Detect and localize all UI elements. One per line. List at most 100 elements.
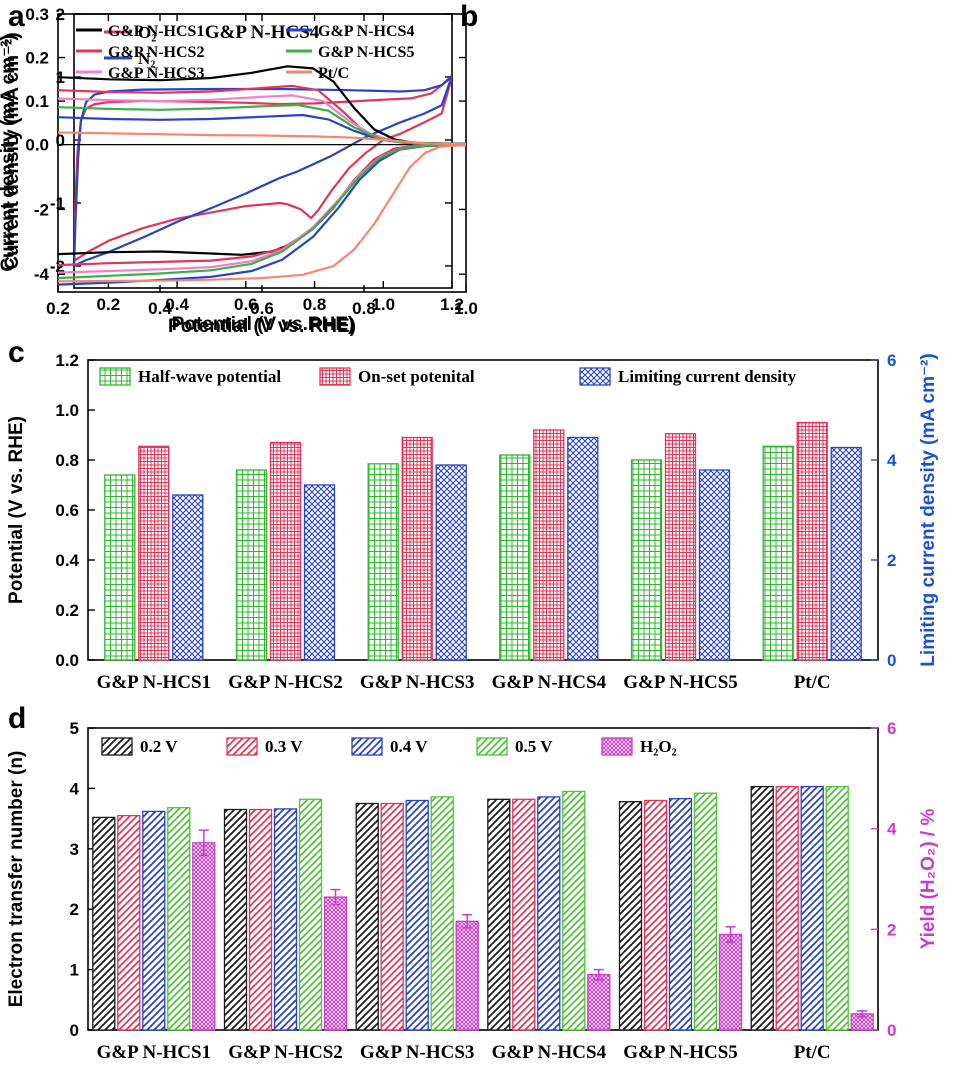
y-axis-title: Current density (mA cm⁻²)	[2, 32, 23, 269]
panel-d-axes: 0 1 2 3 4 5 0 2 4 6	[70, 719, 897, 1040]
left-tick-label: 0.4	[55, 551, 79, 570]
bar-Limiting current density-G&P N-HCS1	[172, 494, 204, 661]
legend-label: Half-wave potential	[138, 367, 281, 386]
bar-On-set potenital-G&P N-HCS1	[138, 445, 170, 661]
bar-0.2 V-G&P N-HCS3	[355, 802, 379, 1031]
panel-c-bars	[104, 421, 862, 661]
left-tick-label: 0	[70, 1021, 79, 1040]
series-curve-N₂	[74, 74, 452, 267]
category-label: Pt/C	[794, 672, 831, 693]
category-label: G&P N-HCS1	[97, 672, 212, 693]
bar-Limiting current density-Pt/C	[830, 446, 862, 661]
right-tick-label: 4	[887, 451, 897, 470]
bar-0.3 V-G&P N-HCS3	[380, 802, 404, 1031]
legend-swatch	[579, 367, 611, 386]
series-curve-G&P N-HCS2	[58, 143, 466, 267]
right-tick-label: 0	[887, 1021, 896, 1040]
category-label: G&P N-HCS5	[623, 1042, 738, 1063]
left-tick-label: 1.2	[55, 351, 79, 370]
legend-label: N₂	[138, 49, 155, 68]
bar-0.4 V-G&P N-HCS4	[537, 796, 561, 1031]
left-tick-label: 0.8	[55, 451, 79, 470]
panel-c-axes: 0.0 0.2 0.4 0.6 0.8 1.0 1.2 0 2 4 6	[55, 351, 897, 670]
bar-Half-wave potential-G&P N-HCS1	[104, 474, 136, 661]
y-tick-label: 0.3	[25, 5, 49, 24]
bar-On-set potenital-Pt/C	[796, 421, 828, 661]
category-label: Pt/C	[794, 1042, 831, 1063]
bar-On-set potenital-G&P N-HCS3	[401, 436, 433, 661]
bar-0.5 V-G&P N-HCS5	[693, 792, 718, 1031]
bar-On-set potenital-G&P N-HCS2	[269, 441, 302, 661]
legend-label: H₂O₂	[640, 737, 677, 756]
right-tick-label: 0	[887, 651, 896, 670]
bar-H₂O₂-G&P N-HCS2	[323, 896, 348, 1031]
right-axis-title: Limiting current density (mA cm⁻²)	[918, 353, 939, 666]
bar-0.5 V-G&P N-HCS1	[167, 807, 191, 1031]
panel-c-chart: 0.0 0.2 0.4 0.6 0.8 1.0 1.2 0 2 4 6 Potential (V vs…	[6, 351, 939, 693]
series-curve-G&P N-HCS5	[58, 103, 466, 146]
legend-label: 0.3 V	[265, 737, 303, 756]
x-tick-label: 1.2	[440, 295, 464, 314]
bar-0.5 V-G&P N-HCS4	[562, 790, 586, 1031]
legend-swatch	[101, 737, 133, 756]
bar-Limiting current density-G&P N-HCS3	[435, 464, 467, 661]
right-axis-title: Yield (H₂O₂) / %	[918, 809, 939, 950]
series-curve-G&P N-HCS4	[58, 113, 466, 146]
bar-0.3 V-Pt/C	[775, 785, 799, 1031]
x-tick-label: 0.6	[234, 295, 258, 314]
panel-a-label: a	[8, 0, 25, 33]
left-axis-title: Potential (V vs. RHE)	[6, 416, 27, 604]
bar-0.5 V-G&P N-HCS3	[430, 796, 454, 1031]
panel-c-legend: Half-wave potential On-set potenital Limit…	[99, 367, 797, 386]
legend-swatch	[319, 367, 351, 386]
y-tick-label: -2	[34, 200, 49, 219]
panel-d-legend: 0.2 V 0.3 V 0.4 V 0.5 V H₂O₂	[101, 737, 677, 756]
category-label: G&P N-HCS4	[492, 1042, 607, 1063]
x-tick-label: 0.2	[97, 295, 121, 314]
bar-H₂O₂-G&P N-HCS3	[455, 920, 479, 1031]
bar-Limiting current density-G&P N-HCS4	[567, 436, 599, 661]
bar-Limiting current density-G&P N-HCS2	[303, 484, 336, 661]
bar-0.4 V-G&P N-HCS5	[668, 798, 693, 1031]
bar-Half-wave potential-G&P N-HCS5	[630, 459, 663, 661]
panel-a-series	[74, 74, 452, 267]
category-label: G&P N-HCS2	[228, 672, 343, 693]
legend-label: G&P N-HCS1	[108, 23, 204, 40]
panel-b-chart: 0.2 0.4 0.6 0.8 1.00.30.20.10.0-2-4Potential…	[0, 5, 478, 337]
legend-label: Limiting current density	[618, 367, 797, 386]
left-tick-label: 3	[70, 840, 79, 859]
y-axis-title: Current density (mA cm⁻²)	[0, 34, 19, 271]
panel-d-bars	[92, 785, 874, 1031]
bar-0.5 V-G&P N-HCS2	[298, 798, 323, 1031]
legend-label: 0.5 V	[515, 737, 553, 756]
right-tick-label: 2	[887, 551, 896, 570]
category-label: G&P N-HCS1	[97, 1042, 212, 1063]
panel-a-legend: O₂ N₂	[104, 23, 156, 68]
bar-0.4 V-G&P N-HCS3	[405, 799, 429, 1031]
panel-d-chart: 0 1 2 3 4 5 0 2 4 6 Electron transfer number (n) Yi…	[6, 719, 939, 1063]
category-label: G&P N-HCS3	[360, 1042, 475, 1063]
bar-0.3 V-G&P N-HCS1	[117, 814, 141, 1031]
y-tick-label: -4	[34, 265, 50, 284]
x-axis-title: Potential (V vs.RHE)	[172, 314, 355, 335]
bar-Half-wave potential-Pt/C	[762, 445, 794, 661]
x-tick-label: 0.4	[148, 299, 172, 318]
legend-label: G&P N-HCS3	[108, 65, 204, 82]
category-label: G&P N-HCS2	[228, 1042, 343, 1063]
left-tick-label: 0.2	[55, 601, 79, 620]
panel-c-label: c	[8, 336, 25, 369]
bar-0.2 V-G&P N-HCS5	[618, 801, 643, 1031]
panel-d-label: d	[8, 702, 27, 735]
bar-Half-wave potential-G&P N-HCS2	[235, 469, 268, 661]
bar-0.4 V-Pt/C	[800, 785, 824, 1031]
bar-0.3 V-G&P N-HCS4	[512, 798, 536, 1031]
left-tick-label: 1	[70, 961, 79, 980]
category-label: G&P N-HCS4	[492, 672, 607, 693]
panel-a-title: G&P N-HCS4	[205, 22, 320, 43]
panel-b-legend: G&P N-HCS1 G&P N-HCS2 G&P N-HCS3 G&P N-HCS4…	[76, 23, 414, 82]
series-curve-Pt/C	[58, 131, 466, 146]
bar-0.2 V-Pt/C	[750, 785, 774, 1031]
bar-0.4 V-G&P N-HCS1	[142, 810, 166, 1031]
left-tick-label: 2	[70, 900, 79, 919]
